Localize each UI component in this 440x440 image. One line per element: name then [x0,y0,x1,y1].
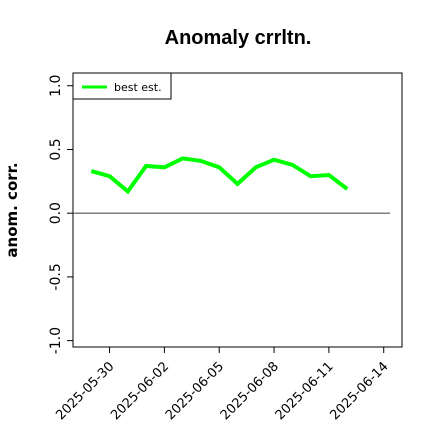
series-line-best-est [90,156,349,195]
y-tick-label: 1.0 [48,75,64,97]
legend-label-best-est: best est. [114,81,162,94]
y-tick-label: 0.0 [48,202,64,224]
y-tick-label: -0.5 [48,263,64,290]
x-tick-label: 2025-05-30 [53,359,117,423]
x-tick-label: 2025-06-08 [218,359,282,423]
y-tick-label: -1.0 [48,327,64,354]
x-tick-label: 2025-06-05 [163,359,227,423]
x-axis: 2025-05-302025-06-022025-06-052025-06-08… [53,347,392,423]
plot-frame [72,72,403,348]
x-tick-label: 2025-06-02 [108,359,172,423]
x-tick-label: 2025-06-11 [273,359,337,423]
y-tick-label: 0.5 [48,138,64,160]
y-axis-label: anom. corr. [3,162,21,257]
legend: best est. [72,72,172,100]
x-tick-label: 2025-06-14 [328,359,392,423]
chart-title: Anomaly crrltn. [165,27,312,49]
y-axis: -1.0 -0.5 0.0 0.5 1.0 [48,75,73,354]
plot-content [73,156,390,214]
